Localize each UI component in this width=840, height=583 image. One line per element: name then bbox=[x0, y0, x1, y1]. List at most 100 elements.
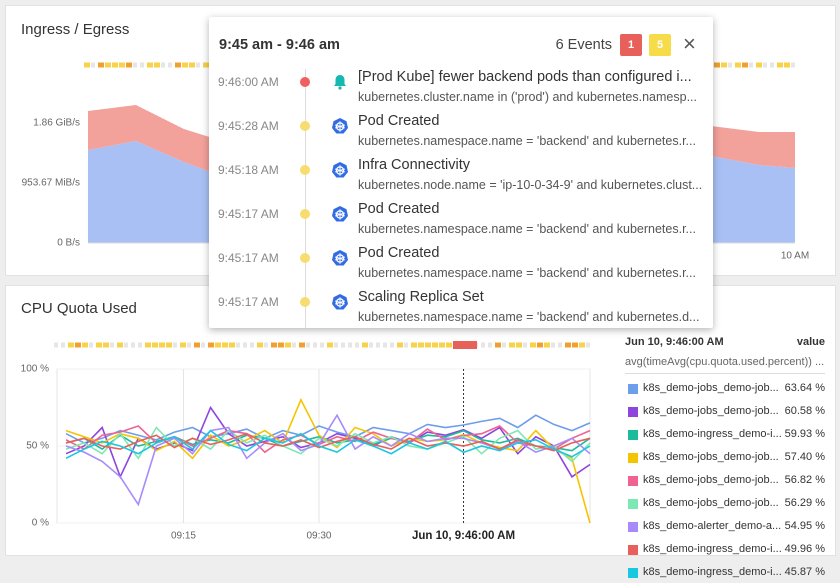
event-marker bbox=[579, 342, 585, 348]
event-dot bbox=[300, 253, 310, 263]
legend-item: k8s_demo-ingress_demo-i... 45.87 % bbox=[625, 565, 825, 583]
divider bbox=[625, 373, 825, 374]
line bbox=[65, 432, 591, 452]
event-title: Pod Created bbox=[358, 245, 440, 261]
legend-swatch bbox=[628, 476, 638, 486]
event-marker bbox=[203, 62, 209, 68]
event-marker bbox=[264, 342, 268, 348]
event-marker bbox=[756, 62, 762, 68]
event-marker bbox=[215, 342, 221, 348]
legend-swatch bbox=[628, 568, 638, 578]
legend-query: avg(timeAvg(cpu.quota.used.percent)) ... bbox=[625, 356, 825, 368]
event-icon bbox=[331, 117, 349, 140]
event-marker bbox=[537, 342, 543, 348]
legend-name: k8s_demo-jobs_demo-job... bbox=[643, 474, 779, 486]
legend-value: 59.93 % bbox=[784, 428, 825, 440]
event-detail: kubernetes.namespace.name = 'backend' an… bbox=[358, 222, 696, 236]
event-marker bbox=[243, 342, 247, 348]
line bbox=[65, 397, 591, 524]
event-marker bbox=[425, 342, 431, 348]
event-marker bbox=[236, 342, 240, 348]
event-marker bbox=[98, 62, 104, 68]
event-icon bbox=[331, 249, 349, 272]
event-title: [Prod Kube] fewer backend pods than conf… bbox=[358, 69, 692, 85]
event-dot bbox=[300, 209, 310, 219]
event-marker bbox=[194, 342, 200, 348]
legend-value: 45.87 % bbox=[784, 566, 825, 578]
event-marker bbox=[390, 342, 394, 348]
event-marker bbox=[742, 62, 748, 68]
event-row: 9:45:18 AM Infra Connectivity kubernetes.n… bbox=[209, 157, 713, 201]
event-marker bbox=[791, 62, 795, 68]
event-icon bbox=[331, 293, 349, 316]
y-tick-label: 100 % bbox=[21, 364, 49, 375]
event-icon bbox=[331, 73, 349, 96]
event-marker bbox=[159, 342, 165, 348]
event-title: Scaling Replica Set bbox=[358, 289, 484, 305]
legend-value: 56.82 % bbox=[784, 474, 825, 486]
event-marker bbox=[278, 342, 284, 348]
event-marker bbox=[735, 62, 741, 68]
event-marker bbox=[145, 342, 151, 348]
event-marker bbox=[784, 62, 790, 68]
event-marker bbox=[250, 342, 254, 348]
event-marker bbox=[229, 342, 235, 348]
legend-name: k8s_demo-ingress_demo-i... bbox=[643, 566, 782, 578]
close-button[interactable]: × bbox=[683, 31, 696, 56]
event-marker bbox=[551, 342, 555, 348]
event-marker bbox=[175, 62, 181, 68]
line bbox=[65, 405, 591, 479]
event-marker bbox=[411, 342, 417, 348]
event-marker bbox=[502, 342, 506, 348]
y-tick-label: 0 % bbox=[32, 518, 49, 529]
event-marker bbox=[327, 342, 333, 348]
event-marker bbox=[728, 62, 732, 68]
event-marker bbox=[777, 62, 783, 68]
event-marker bbox=[495, 342, 501, 348]
event-marker bbox=[161, 62, 165, 68]
event-marker bbox=[112, 62, 118, 68]
event-dot bbox=[300, 77, 310, 87]
event-marker bbox=[180, 342, 186, 348]
legend-swatch bbox=[628, 545, 638, 555]
event-marker bbox=[82, 342, 88, 348]
event-time: 9:45:28 AM bbox=[218, 119, 279, 133]
event-marker bbox=[714, 62, 720, 68]
y-tick-label: 1.86 GiB/s bbox=[33, 118, 80, 129]
event-marker bbox=[119, 62, 125, 68]
event-marker bbox=[572, 342, 578, 348]
x-tick-label: 09:30 bbox=[306, 531, 331, 542]
event-marker bbox=[383, 342, 387, 348]
event-marker bbox=[586, 342, 590, 348]
event-marker bbox=[168, 62, 172, 68]
legend-swatch bbox=[628, 430, 638, 440]
event-row: 9:45:17 AM Pod Created kubernetes.namespac… bbox=[209, 201, 713, 245]
event-marker bbox=[110, 342, 114, 348]
event-marker bbox=[208, 342, 214, 348]
event-marker bbox=[257, 342, 263, 348]
event-marker bbox=[84, 62, 90, 68]
event-marker bbox=[138, 342, 142, 348]
event-marker bbox=[404, 342, 408, 348]
line bbox=[65, 413, 591, 507]
legend-value-header: value bbox=[796, 336, 825, 348]
event-row: 9:45:28 AM Pod Created kubernetes.namespac… bbox=[209, 113, 713, 157]
event-marker-selected bbox=[453, 341, 477, 349]
timeline bbox=[305, 69, 306, 328]
legend-item: k8s_demo-ingress_demo-i... 49.96 % bbox=[625, 542, 825, 560]
event-title: Pod Created bbox=[358, 201, 440, 217]
event-marker bbox=[530, 342, 536, 348]
event-marker bbox=[334, 342, 338, 348]
legend-value: 57.40 % bbox=[784, 451, 825, 463]
event-marker bbox=[182, 62, 188, 68]
legend-item: k8s_demo-jobs_demo-job... 56.29 % bbox=[625, 496, 825, 514]
event-marker bbox=[523, 342, 527, 348]
event-marker bbox=[89, 342, 93, 348]
event-marker bbox=[152, 342, 158, 348]
event-marker bbox=[166, 342, 172, 348]
event-marker bbox=[721, 62, 727, 68]
line bbox=[65, 429, 591, 460]
line bbox=[65, 426, 591, 463]
event-icon bbox=[331, 161, 349, 184]
popup-count: 6 Events bbox=[555, 37, 612, 53]
